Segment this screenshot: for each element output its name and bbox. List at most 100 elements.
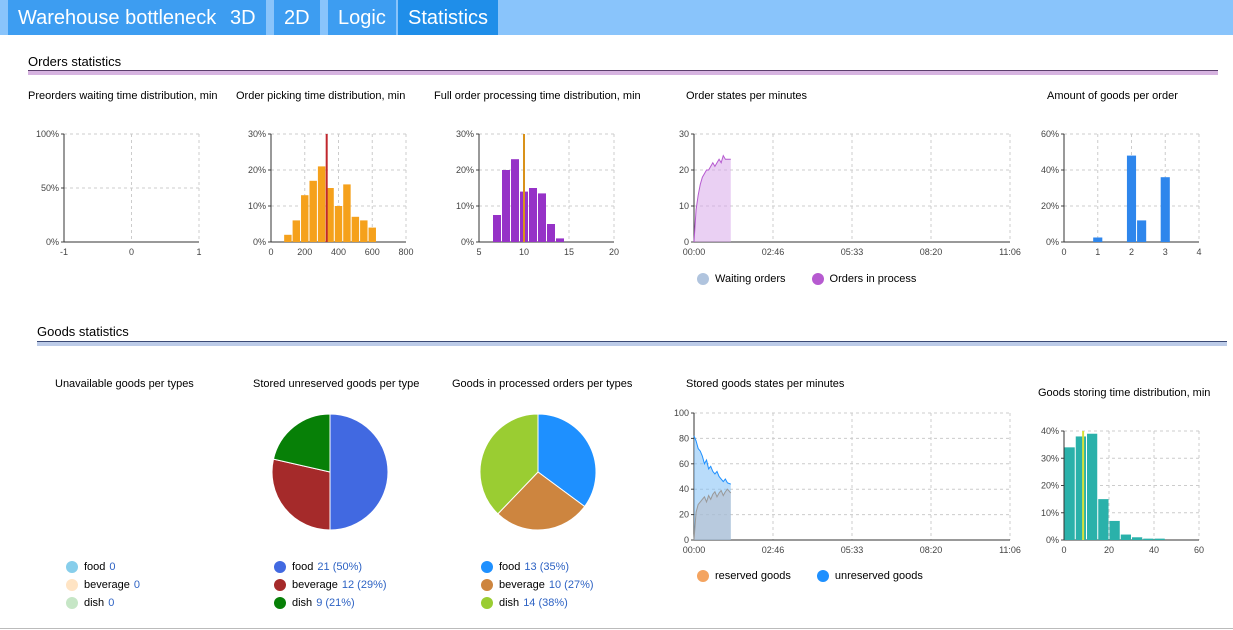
legend-dot-in-process (811, 273, 824, 285)
y-tick-label: 60 (679, 459, 689, 469)
legend-value: 10 (27%) (548, 579, 594, 591)
y-tick-label: 10 (679, 201, 689, 211)
x-tick-label: 10 (519, 247, 529, 257)
legend-item-dish[interactable]: dish 14 (38%) (481, 594, 594, 612)
x-tick-label: 800 (398, 247, 413, 257)
x-tick-label: 4 (1196, 247, 1201, 257)
legend-label: beverage (292, 579, 338, 591)
series-line (693, 154, 731, 243)
x-tick-label: 0 (129, 247, 134, 257)
x-tick-label: 05:33 (841, 545, 864, 555)
order-states-legend: Waiting orders Orders in process (697, 270, 916, 288)
app-title: Warehouse bottleneck (8, 0, 227, 35)
x-tick-label: 200 (297, 247, 312, 257)
histogram-bar (292, 220, 301, 242)
chart-title-goods-states: Stored goods states per minutes (686, 378, 845, 390)
histogram-bar (511, 159, 519, 242)
chart-title-full-processing: Full order processing time distribution,… (434, 90, 641, 102)
pie-slice-dish (272, 413, 331, 473)
x-tick-label: 02:46 (762, 545, 785, 555)
processed-goods-legend: food 13 (35%) beverage 10 (27%) dish 14 (38… (481, 558, 594, 612)
legend-item-beverage[interactable]: beverage 0 (66, 576, 140, 594)
x-tick-label: 60 (1194, 545, 1204, 555)
legend-item-dish[interactable]: dish 9 (21%) (274, 594, 387, 612)
histogram-bar (1154, 538, 1165, 540)
histogram-bar (1137, 220, 1147, 242)
histogram-bar (309, 180, 317, 242)
legend-item-unreserved-goods[interactable]: unreserved goods (816, 567, 923, 585)
histogram-bar (529, 188, 537, 242)
legend-item-food[interactable]: food 0 (66, 558, 140, 576)
y-tick-label: 40% (1041, 165, 1059, 175)
legend-dot-unreserved (816, 570, 829, 582)
legend-label: dish (499, 597, 520, 609)
legend-item-beverage[interactable]: beverage 10 (27%) (481, 576, 594, 594)
legend-dot-dish (274, 597, 286, 609)
legend-item-orders-in-process[interactable]: Orders in process (811, 270, 917, 288)
histogram-bar (360, 220, 368, 242)
legend-item-food[interactable]: food 21 (50%) (274, 558, 387, 576)
tab-2d[interactable]: 2D (274, 0, 320, 35)
legend-value: 0 (108, 597, 115, 609)
chart-title-processed-goods: Goods in processed orders per types (452, 378, 633, 390)
legend-item-beverage[interactable]: beverage 12 (29%) (274, 576, 387, 594)
pie-slice-beverage (271, 458, 331, 531)
histogram-bar (334, 206, 343, 242)
series-area (694, 155, 731, 242)
chart-title-storing-time: Goods storing time distribution, min (1038, 387, 1211, 399)
legend-label: reserved goods (715, 570, 791, 582)
y-tick-label: 0 (684, 535, 689, 545)
goods-section-divider (37, 341, 1227, 346)
legend-value: 21 (50%) (317, 561, 363, 573)
y-tick-label: 30% (248, 129, 266, 139)
legend-label: Orders in process (829, 273, 917, 285)
x-tick-label: 0 (1061, 545, 1066, 555)
y-tick-label: 100 (674, 408, 689, 418)
legend-item-food[interactable]: food 13 (35%) (481, 558, 594, 576)
histogram-bar (547, 224, 555, 242)
legend-dot-food (274, 561, 286, 573)
y-tick-label: 20 (679, 510, 689, 520)
legend-item-reserved-goods[interactable]: reserved goods (697, 567, 791, 585)
y-tick-label: 40% (1041, 426, 1059, 436)
series-area (694, 435, 731, 540)
histogram-bar (1109, 520, 1120, 540)
tab-statistics[interactable]: Statistics (398, 0, 499, 35)
y-tick-label: 60% (1041, 129, 1059, 139)
tab-3d[interactable]: 3D (220, 0, 266, 35)
orders-section-title: Orders statistics (28, 54, 122, 69)
legend-value: 13 (35%) (524, 561, 570, 573)
x-tick-label: 20 (609, 247, 619, 257)
x-tick-label: 5 (476, 247, 481, 257)
series-line (693, 488, 732, 541)
chart-title-picking: Order picking time distribution, min (236, 90, 406, 102)
y-tick-label: 40 (679, 484, 689, 494)
histogram-bar (493, 215, 501, 242)
legend-item-dish[interactable]: dish 0 (66, 594, 140, 612)
legend-dot-reserved (697, 570, 709, 582)
legend-label: dish (84, 597, 105, 609)
legend-item-waiting-orders[interactable]: Waiting orders (697, 270, 786, 288)
histogram-bar (1143, 538, 1154, 540)
y-tick-label: 100% (36, 129, 59, 139)
histogram-bar (520, 191, 528, 242)
legend-dot-food (66, 561, 78, 573)
y-tick-label: 10% (456, 201, 474, 211)
histogram-bar (1120, 534, 1131, 540)
y-tick-label: 50% (41, 183, 59, 193)
legend-value: 12 (29%) (341, 579, 387, 591)
legend-dot-waiting (697, 273, 709, 285)
tab-logic[interactable]: Logic (328, 0, 396, 35)
goods-states-legend: reserved goods unreserved goods (697, 567, 923, 585)
legend-value: 0 (109, 561, 116, 573)
histogram-bar (301, 195, 309, 242)
x-tick-label: 00:00 (683, 545, 706, 555)
legend-label: beverage (84, 579, 130, 591)
y-tick-label: 30% (1041, 453, 1059, 463)
chart-title-unavailable: Unavailable goods per types (55, 378, 194, 390)
legend-label: beverage (499, 579, 545, 591)
legend-label: Waiting orders (715, 273, 786, 285)
series-line (693, 435, 731, 485)
histogram-bar (502, 170, 510, 242)
histogram-bar (1064, 447, 1075, 540)
